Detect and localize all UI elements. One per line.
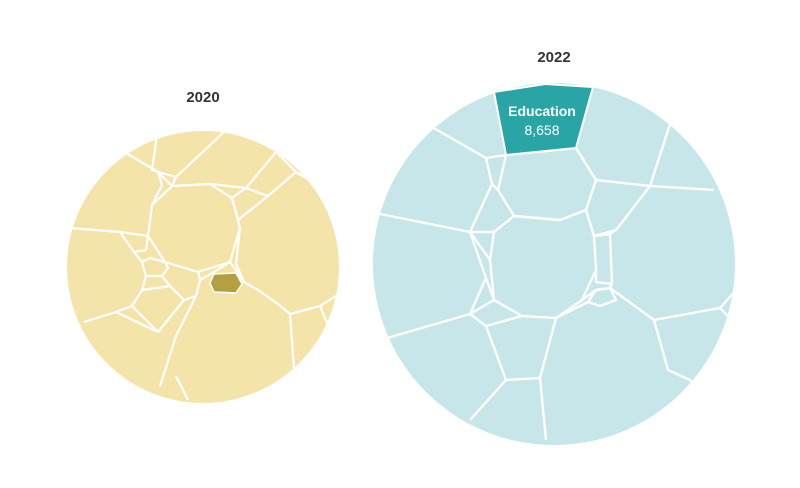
chart-2022-cell-borders [379,123,735,441]
chart-2022-title: 2022 [537,49,570,66]
chart-2020-cell [275,151,297,173]
chart-2020-title: 2020 [186,89,219,106]
chart-2022-cell [594,270,613,286]
chart-2020-cell [151,171,164,206]
chart-2022-cell [593,232,614,289]
chart-2020-cell [133,251,166,264]
chart-2020-cell [158,295,197,387]
chart-2020-cell [230,186,270,222]
chart-2020-cell [199,261,231,281]
chart-2020-cell [115,311,159,333]
chart-2020-cell [234,227,291,315]
chart-2022-cell [538,377,548,441]
chart-2022-cell [469,231,491,261]
chart-2020-highlight-cell[interactable] [209,272,243,294]
chart-2020-cell [119,231,150,254]
chart-2022-cell [469,298,495,316]
chart-2022-cell [469,313,508,421]
chart-2022-cell [488,208,598,320]
highlight-label: Education [508,103,576,119]
chart-2022-cell [584,209,596,237]
chart-2020-cell [146,182,242,274]
highlight-value: 8,658 [524,122,559,138]
chart-2020-cell [231,187,247,199]
chart-2022-cell [574,123,672,188]
chart-2020-cell [150,131,178,187]
chart-2022-cell [379,231,488,342]
chart-2022-cell [581,289,597,301]
chart-2020-cell [175,131,226,178]
chart-2022: 2022 [373,49,735,445]
chart-2022-disc [373,83,735,445]
chart-2022-cell [485,314,523,328]
chart-2022-cell [609,229,617,235]
chart-2020-cell [175,375,189,401]
chart-2020-disc [67,131,339,403]
chart-2020-cell [229,261,245,283]
chart-2022-cell [484,277,496,301]
chart-2022-highlight-cell[interactable] [492,82,595,157]
chart-2020: 2020 [67,89,339,403]
chart-2022-cell [649,184,715,192]
chart-2020-cell [288,313,296,369]
chart-2022-highlight[interactable]: Education 8,658 [492,82,595,157]
